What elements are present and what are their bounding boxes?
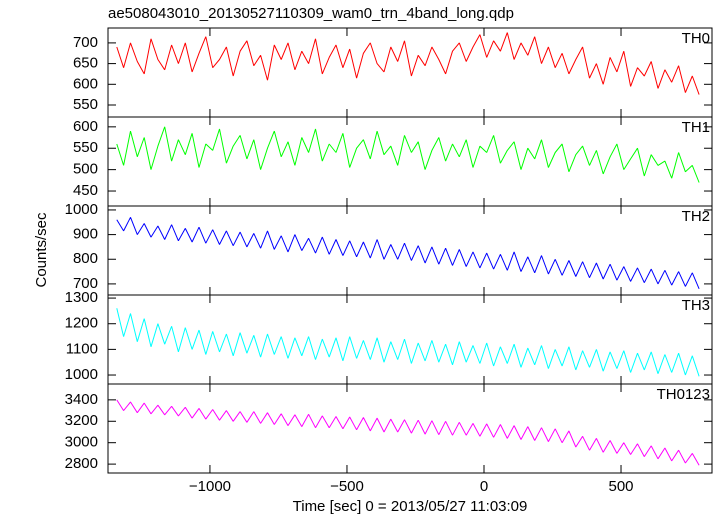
x-tick-label: −1000 (189, 478, 231, 495)
y-tick-label: 500 (73, 161, 98, 178)
light-curve (116, 32, 700, 95)
y-tick-label: 600 (73, 118, 98, 135)
x-axis-label: Time [sec] 0 = 2013/05/27 11:03:09 (293, 498, 528, 515)
panel-frame (107, 27, 713, 118)
panel-frame (107, 383, 713, 474)
panel-label: TH0 (682, 30, 710, 47)
y-tick-label: 700 (73, 34, 98, 51)
y-tick-label: 1300 (65, 289, 98, 306)
light-curve (116, 126, 700, 183)
panel-frame (107, 205, 713, 296)
light-curve (116, 308, 700, 377)
y-tick-label: 3000 (65, 434, 98, 451)
y-tick-label: 3200 (65, 412, 98, 429)
y-tick-label: 550 (73, 139, 98, 156)
light-curve (116, 399, 700, 466)
x-tick-label: 0 (480, 478, 488, 495)
y-tick-label: 1000 (65, 201, 98, 218)
y-tick-label: 3400 (65, 391, 98, 408)
x-tick-label: −500 (330, 478, 364, 495)
y-tick-label: 800 (73, 250, 98, 267)
y-tick-label: 450 (73, 182, 98, 199)
y-tick-label: 900 (73, 226, 98, 243)
y-tick-label: 700 (73, 275, 98, 292)
y-tick-label: 600 (73, 75, 98, 92)
y-tick-label: 1000 (65, 366, 98, 383)
panel-label: TH3 (682, 297, 710, 314)
panel-label: TH0123 (657, 386, 710, 403)
x-tick-label: 500 (609, 478, 634, 495)
chart-title: ae508043010_20130527110309_wam0_trn_4ban… (108, 5, 514, 22)
y-tick-label: 650 (73, 55, 98, 72)
panel-frame (107, 294, 713, 385)
panel-label: TH2 (682, 208, 710, 225)
y-tick-label: 1100 (66, 340, 98, 357)
panel-label: TH1 (682, 119, 710, 136)
y-tick-label: 1200 (65, 315, 98, 332)
y-axis-label: Counts/sec (33, 212, 50, 288)
y-tick-label: 550 (73, 96, 98, 113)
y-tick-label: 2800 (65, 455, 98, 472)
light-curve (116, 217, 700, 289)
